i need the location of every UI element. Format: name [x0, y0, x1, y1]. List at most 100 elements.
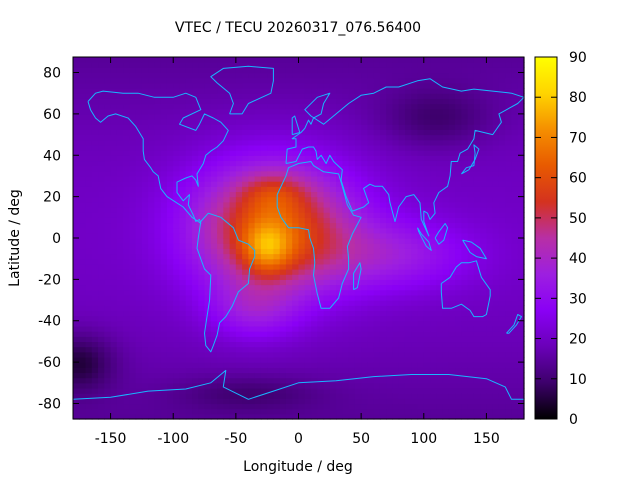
- heatmap-cell: [404, 300, 412, 306]
- heatmap-cell: [317, 124, 325, 130]
- heatmap-cell: [404, 284, 412, 291]
- heatmap-cell: [173, 196, 181, 203]
- heatmap-cell: [254, 62, 262, 68]
- heatmap-cell: [311, 393, 318, 399]
- heatmap-cell: [398, 305, 406, 311]
- heatmap-cell: [448, 336, 456, 343]
- heatmap-cell: [248, 98, 256, 105]
- heatmap-cell: [423, 398, 431, 405]
- heatmap-cell: [79, 367, 87, 374]
- heatmap-cell: [404, 160, 412, 167]
- heatmap-cell: [148, 367, 156, 374]
- heatmap-cell: [348, 300, 356, 306]
- heatmap-cell: [486, 372, 494, 379]
- heatmap-cell: [392, 139, 400, 146]
- heatmap-cell: [517, 362, 525, 368]
- heatmap-cell: [404, 315, 412, 322]
- heatmap-cell: [342, 144, 350, 151]
- heatmap-cell: [79, 98, 87, 105]
- heatmap-cell: [367, 82, 375, 89]
- heatmap-cell: [411, 191, 419, 198]
- heatmap-cell: [367, 263, 375, 270]
- heatmap-cell: [473, 62, 481, 68]
- heatmap-cell: [110, 217, 118, 224]
- heatmap-cell: [398, 263, 406, 270]
- heatmap-cell: [235, 403, 243, 410]
- heatmap-cell: [304, 155, 312, 162]
- heatmap-cell: [160, 238, 168, 244]
- heatmap-cell: [442, 103, 450, 110]
- heatmap-cell: [267, 320, 275, 327]
- heatmap-cell: [129, 331, 137, 337]
- heatmap-cell: [498, 356, 506, 363]
- heatmap-cell: [129, 134, 137, 141]
- heatmap-cell: [248, 377, 256, 384]
- heatmap-cell: [317, 325, 325, 332]
- heatmap-cell: [229, 57, 237, 63]
- heatmap-cell: [448, 67, 456, 74]
- heatmap-cell: [129, 377, 137, 384]
- heatmap-cell: [473, 294, 481, 301]
- heatmap-cell: [473, 93, 481, 99]
- heatmap-cell: [141, 258, 149, 265]
- heatmap-cell: [135, 119, 143, 125]
- heatmap-cell: [73, 165, 80, 172]
- heatmap-cell: [430, 150, 437, 156]
- heatmap-cell: [392, 175, 400, 182]
- heatmap-cell: [79, 300, 87, 306]
- heatmap-cell: [129, 351, 137, 358]
- heatmap-cell: [517, 351, 525, 358]
- heatmap-cell: [486, 222, 494, 229]
- heatmap-cell: [298, 227, 306, 234]
- heatmap-cell: [223, 77, 231, 84]
- heatmap-cell: [260, 196, 268, 203]
- heatmap-cell: [173, 294, 181, 301]
- heatmap-cell: [473, 139, 481, 146]
- heatmap-cell: [448, 248, 456, 255]
- heatmap-cell: [242, 284, 249, 291]
- heatmap-cell: [85, 356, 93, 363]
- heatmap-cell: [185, 263, 193, 270]
- heatmap-cell: [505, 325, 513, 332]
- heatmap-cell: [242, 98, 249, 105]
- heatmap-cell: [85, 144, 93, 151]
- heatmap-cell: [79, 181, 87, 187]
- heatmap-cell: [423, 393, 431, 399]
- heatmap-cell: [79, 382, 87, 389]
- heatmap-cell: [455, 403, 462, 410]
- heatmap-cell: [329, 62, 337, 68]
- heatmap-cell: [392, 294, 400, 301]
- heatmap-cell: [354, 331, 362, 337]
- heatmap-cell: [154, 144, 162, 151]
- heatmap-cell: [260, 119, 268, 125]
- heatmap-cell: [204, 93, 212, 99]
- heatmap-cell: [473, 129, 481, 136]
- heatmap-cell: [141, 331, 149, 337]
- heatmap-cell: [160, 155, 168, 162]
- heatmap-cell: [404, 181, 412, 187]
- heatmap-cell: [123, 269, 130, 275]
- heatmap-cell: [361, 238, 368, 244]
- heatmap-cell: [505, 346, 513, 353]
- heatmap-cell: [273, 181, 281, 187]
- heatmap-cell: [448, 398, 456, 405]
- heatmap-cell: [323, 134, 331, 141]
- heatmap-cell: [173, 398, 181, 405]
- heatmap-cell: [254, 124, 262, 130]
- heatmap-cell: [267, 165, 275, 172]
- heatmap-cell: [110, 170, 118, 177]
- heatmap-cell: [486, 72, 494, 79]
- heatmap-cell: [461, 243, 469, 249]
- heatmap-cell: [91, 331, 99, 337]
- heatmap-cell: [185, 124, 193, 130]
- heatmap-cell: [148, 72, 156, 79]
- heatmap-cell: [467, 372, 475, 379]
- heatmap-cell: [73, 284, 80, 291]
- heatmap-cell: [398, 67, 406, 74]
- heatmap-cell: [292, 160, 300, 167]
- heatmap-cell: [505, 72, 513, 79]
- heatmap-cell: [154, 124, 162, 130]
- heatmap-cell: [455, 325, 462, 332]
- heatmap-cell: [285, 387, 293, 394]
- heatmap-cell: [116, 67, 124, 74]
